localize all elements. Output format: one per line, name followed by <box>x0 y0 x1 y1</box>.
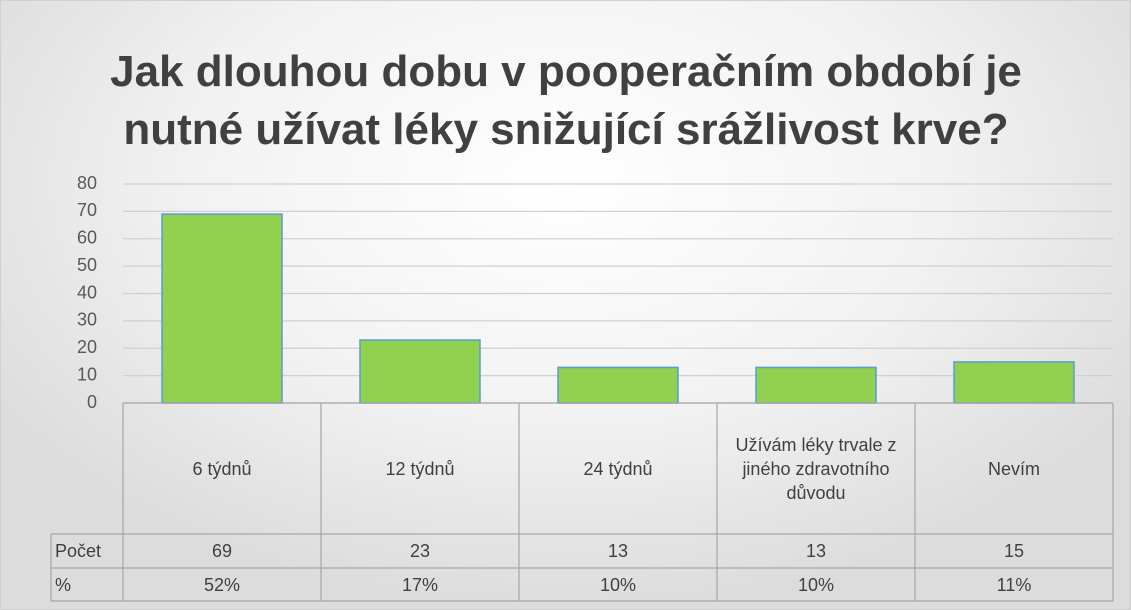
table-value: 10% <box>797 574 835 595</box>
y-tick-label: 0 <box>87 392 97 412</box>
y-tick-label: 20 <box>77 337 97 357</box>
y-tick-label: 50 <box>77 255 97 275</box>
table-value: 69 <box>211 541 233 561</box>
table-value: 13 <box>607 541 629 561</box>
category-label: 6 týdnů <box>192 458 252 479</box>
y-tick-label: 80 <box>77 173 97 193</box>
table-value: 52% <box>203 574 241 595</box>
table-value: 10% <box>599 574 637 595</box>
y-tick-label: 10 <box>77 364 97 384</box>
table-value: 11% <box>996 574 1032 595</box>
category-label: 12 týdnů <box>385 458 455 479</box>
y-tick-label: 70 <box>77 200 97 220</box>
table-value: 13 <box>805 541 827 561</box>
y-tick-label: 40 <box>77 282 97 302</box>
bar <box>359 339 481 404</box>
y-tick-label: 60 <box>77 228 97 248</box>
table-value: 23 <box>409 541 431 561</box>
bar <box>953 361 1075 404</box>
bar <box>755 366 877 404</box>
y-tick-label: 30 <box>77 310 97 330</box>
table-value: 15 <box>1003 541 1025 561</box>
row-header: % <box>55 574 72 595</box>
bar <box>557 366 679 404</box>
chart-title: Jak dlouhou dobu v pooperačním období je… <box>110 47 1022 154</box>
bar <box>161 213 283 404</box>
category-label: 24 týdnů <box>583 458 653 479</box>
category-label: Nevím <box>987 458 1040 479</box>
table-value: 17% <box>401 574 439 595</box>
row-header: Počet <box>55 541 102 561</box>
category-label: Užívám léky trvale z jiného zdravotního … <box>735 434 897 503</box>
